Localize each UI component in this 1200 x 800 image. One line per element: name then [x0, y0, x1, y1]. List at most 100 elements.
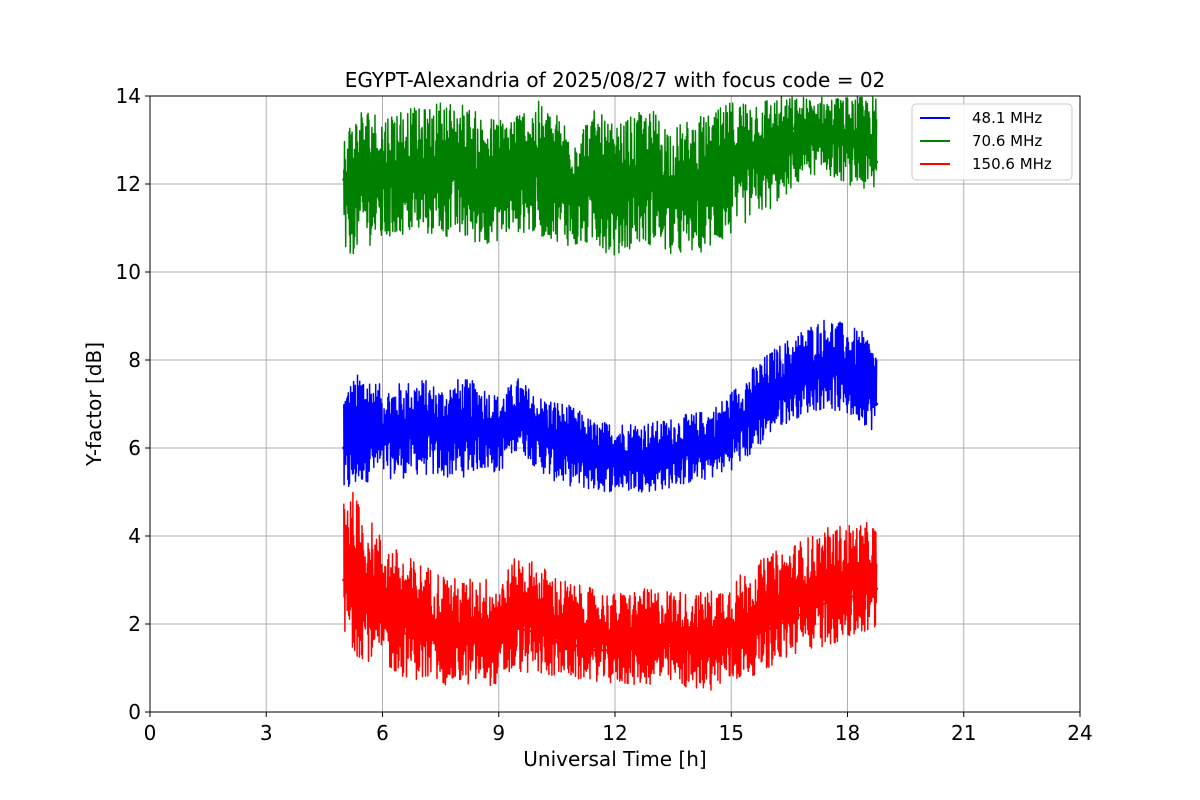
data-point — [555, 442, 559, 446]
data-point — [516, 178, 520, 182]
y-tick-label: 4 — [128, 524, 141, 548]
x-tick-label: 0 — [144, 721, 157, 745]
data-point — [729, 644, 733, 648]
data-point — [671, 644, 675, 648]
data-point — [400, 433, 404, 437]
data-point — [477, 178, 481, 182]
y-tick-label: 6 — [128, 436, 141, 460]
data-point — [710, 186, 714, 190]
series-noise-trace — [343, 319, 878, 493]
data-point — [419, 178, 423, 182]
x-tick-label: 3 — [260, 721, 273, 745]
data-point — [536, 169, 539, 173]
x-tick-label: 9 — [492, 721, 505, 745]
data-point — [594, 648, 598, 652]
data-point — [342, 446, 346, 450]
chart-title: EGYPT-Alexandria of 2025/08/27 with focu… — [345, 68, 886, 92]
data-point — [652, 455, 656, 459]
data-point — [497, 644, 501, 648]
data-point — [875, 587, 879, 591]
data-point — [477, 640, 481, 644]
data-point — [381, 178, 384, 182]
y-tick-label: 10 — [116, 260, 141, 284]
data-point — [458, 433, 462, 437]
data-point — [768, 147, 772, 151]
data-point — [652, 644, 656, 648]
data-point — [536, 631, 539, 635]
data-point — [807, 376, 811, 380]
data-point — [342, 178, 346, 182]
data-point — [807, 609, 811, 613]
data-point — [613, 455, 617, 459]
data-point — [361, 173, 365, 177]
data-point — [516, 626, 520, 630]
data-point — [710, 446, 714, 450]
data-point — [594, 455, 598, 459]
data-point — [846, 376, 849, 380]
data-point — [613, 195, 617, 199]
data-point — [574, 446, 578, 450]
data-point — [691, 191, 694, 195]
x-tick-label: 15 — [719, 721, 744, 745]
data-point — [768, 393, 772, 397]
data-point — [419, 635, 423, 639]
data-point — [729, 433, 733, 437]
data-point — [875, 402, 879, 406]
data-point — [671, 195, 675, 199]
data-point — [458, 644, 462, 648]
data-point — [381, 433, 384, 437]
x-tick-label: 21 — [951, 721, 976, 745]
y-tick-label: 8 — [128, 348, 141, 372]
data-point — [691, 648, 694, 652]
y-tick-label: 2 — [128, 612, 141, 636]
data-point — [632, 455, 636, 459]
data-point — [516, 411, 520, 415]
x-tick-label: 6 — [376, 721, 389, 745]
data-point — [749, 411, 753, 415]
data-point — [826, 367, 830, 371]
data-point — [846, 138, 849, 142]
data-point — [749, 635, 753, 639]
data-point — [768, 626, 772, 630]
x-tick-label: 18 — [835, 721, 860, 745]
data-point — [419, 428, 423, 432]
x-tick-label: 24 — [1067, 721, 1092, 745]
data-point — [458, 169, 462, 173]
data-point — [691, 446, 694, 450]
y-axis-label: Y-factor [dB] — [82, 342, 106, 467]
data-point — [400, 631, 404, 635]
data-point — [710, 648, 714, 652]
data-point — [826, 125, 830, 129]
data-point — [574, 191, 578, 195]
y-tick-label: 12 — [116, 172, 141, 196]
legend-label-70-6: 70.6 MHz — [972, 132, 1042, 150]
data-point — [632, 644, 636, 648]
data-point — [555, 178, 559, 182]
data-point — [613, 648, 617, 652]
data-point — [749, 156, 753, 160]
data-point — [574, 644, 578, 648]
x-axis-label: Universal Time [h] — [523, 747, 706, 771]
series-layer — [342, 95, 879, 691]
legend-label-150-6: 150.6 MHz — [972, 155, 1052, 173]
data-point — [826, 600, 830, 604]
data-point — [439, 640, 443, 644]
series-noise-trace — [343, 95, 878, 256]
x-tick-label: 12 — [602, 721, 627, 745]
y-tick-label: 14 — [116, 84, 141, 108]
data-point — [477, 428, 481, 432]
data-point — [381, 618, 384, 622]
data-point — [400, 173, 404, 177]
data-point — [594, 182, 598, 186]
data-point — [729, 169, 733, 173]
data-point — [846, 596, 849, 600]
data-point — [807, 116, 811, 120]
legend-box — [911, 103, 1073, 181]
data-point — [361, 428, 365, 432]
data-point — [342, 578, 346, 582]
data-point — [439, 437, 443, 441]
legend-label-48-1: 48.1 MHz — [972, 109, 1042, 127]
